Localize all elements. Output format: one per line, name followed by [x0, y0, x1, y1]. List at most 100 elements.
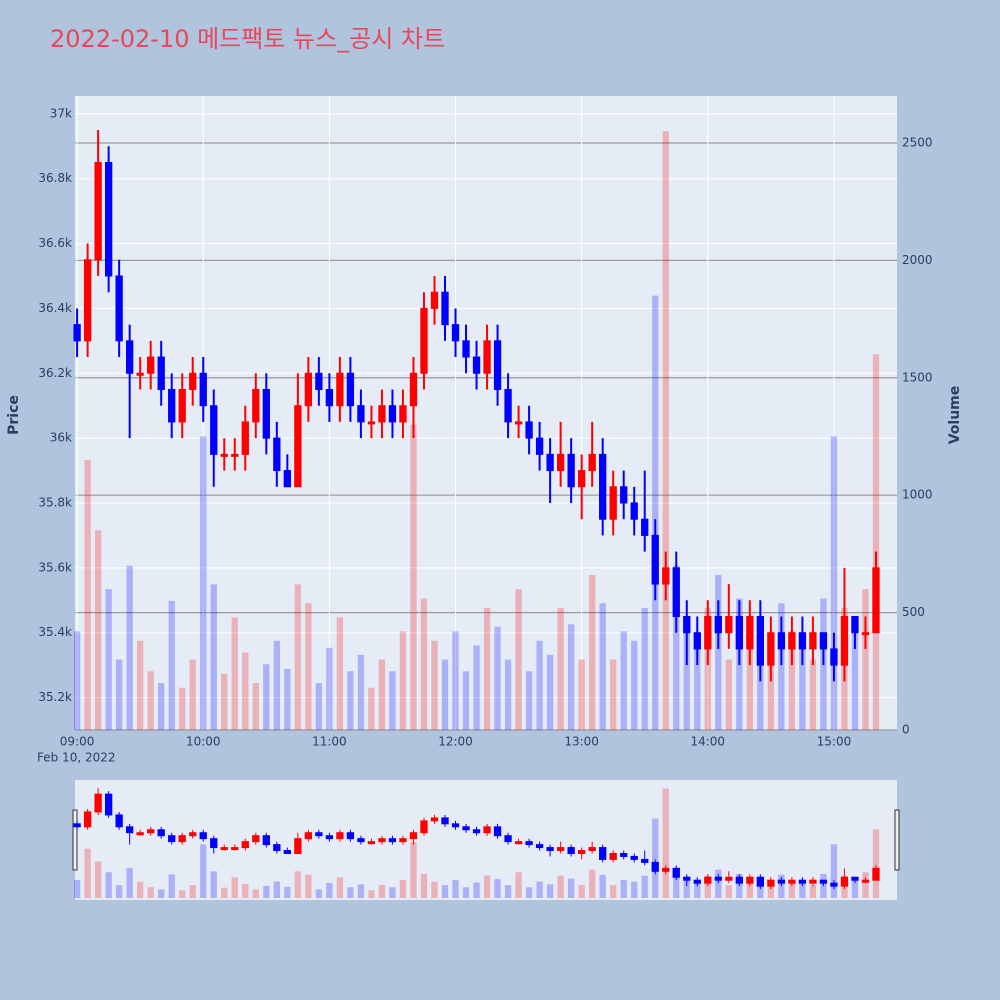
candle-body — [809, 632, 817, 650]
slider-handle[interactable] — [894, 809, 900, 871]
candle-body — [662, 567, 670, 585]
slider-volume-bar — [704, 875, 711, 898]
slider-volume-bar — [631, 881, 638, 898]
slider-candle-body — [315, 832, 323, 837]
slider-candle-body — [609, 852, 617, 860]
candle-body — [231, 453, 239, 457]
slider-volume-bar — [778, 874, 785, 898]
candle-body — [367, 421, 376, 425]
slider-candle-body — [73, 823, 81, 828]
volume-bar — [610, 659, 617, 730]
slider-volume-bar — [357, 884, 365, 898]
candle-body — [767, 632, 775, 666]
slider-candle-body — [399, 838, 407, 843]
slider-volume-bar — [378, 885, 386, 898]
y2-tick-label: 2000 — [902, 253, 933, 267]
candle-body — [336, 372, 344, 407]
slider-volume-bar — [410, 842, 417, 898]
candle-body — [861, 632, 870, 636]
candle-body — [546, 453, 554, 472]
slider-volume-bar — [673, 867, 680, 898]
candle-body — [315, 372, 323, 390]
candle-body — [136, 372, 144, 376]
slider-candle-body — [115, 814, 123, 828]
slider-volume-bar — [263, 885, 270, 898]
volume-bar — [200, 436, 207, 730]
volume-bar — [494, 626, 501, 730]
volume-bar — [620, 631, 627, 730]
candle-body — [556, 453, 565, 472]
slider-volume-bar — [305, 874, 312, 898]
slider-candle-body — [283, 850, 291, 854]
slider-candle-body — [535, 844, 544, 849]
slider-candle-body — [861, 879, 870, 883]
volume-bar — [694, 640, 701, 730]
y-tick-label: 36.2k — [38, 366, 72, 380]
slider-volume-bar — [546, 884, 554, 898]
slider-candle-body — [388, 838, 397, 843]
slider-candle-body — [514, 841, 523, 845]
candle-body — [283, 470, 291, 488]
slider-volume-bar — [441, 885, 449, 898]
candle-body — [872, 567, 880, 634]
slider-candle-body — [189, 832, 197, 837]
volume-bar — [168, 600, 175, 730]
candle-body — [220, 453, 228, 457]
candle-body — [252, 388, 260, 423]
y-tick-label: 35.8k — [38, 495, 72, 509]
volume-bar — [673, 565, 680, 730]
candle-body — [325, 388, 334, 407]
slider-candle-body — [94, 793, 102, 813]
volume-bar — [599, 603, 606, 730]
x-tick-label: 14:00 — [690, 735, 725, 749]
volume-bar — [410, 424, 417, 730]
candle-body — [451, 324, 460, 342]
slider-candle-body — [199, 832, 207, 840]
slider-candle-body — [725, 876, 733, 881]
slider-candle-body — [588, 847, 596, 852]
candle-body — [430, 291, 439, 309]
slider-candle-body — [714, 876, 722, 881]
volume-bar — [252, 683, 259, 730]
volume-bar — [105, 589, 112, 730]
x-tick-label: 09:00 — [60, 735, 95, 749]
volume-bar — [158, 683, 165, 730]
slider-volume-bar — [115, 885, 123, 898]
volume-bar — [263, 664, 270, 730]
slider-candle-body — [483, 826, 491, 834]
volume-bar — [137, 640, 144, 730]
volume-bar — [767, 659, 775, 730]
slider-volume-bar — [347, 887, 354, 898]
volume-bar — [189, 659, 196, 730]
volume-bar — [305, 603, 312, 730]
slider-volume-bar — [294, 871, 301, 898]
y2-axis-title: Volume — [947, 386, 963, 445]
slider-volume-bar — [431, 881, 438, 898]
slider-candle-body — [325, 835, 334, 840]
y2-tick-label: 1000 — [902, 488, 933, 502]
candle-body — [83, 259, 92, 342]
candle-body — [672, 567, 680, 617]
y2-tick-label: 1500 — [902, 370, 933, 384]
slider-candle-body — [630, 855, 638, 860]
volume-bar — [536, 640, 543, 730]
volume-bar — [210, 584, 217, 730]
slider-candle-body — [672, 867, 680, 878]
volume-bar — [420, 598, 428, 730]
slider-volume-bar — [210, 871, 217, 898]
slider-volume-bar — [809, 885, 817, 898]
candle-body — [115, 275, 123, 342]
slider-volume-bar — [326, 882, 333, 898]
slider-candle-body — [294, 838, 302, 854]
slider-candle-body — [798, 879, 807, 884]
slider-volume-bar — [767, 885, 775, 898]
slider-volume-bar — [599, 874, 606, 898]
slider-volume-bar — [179, 890, 186, 898]
volume-bar — [94, 530, 102, 730]
slider-volume-bar — [862, 872, 869, 898]
volume-bar — [84, 459, 91, 730]
candle-body — [304, 372, 313, 407]
slider-candle-body — [346, 832, 355, 840]
slider-handle[interactable] — [72, 809, 78, 871]
slider-volume-bar — [462, 887, 470, 898]
